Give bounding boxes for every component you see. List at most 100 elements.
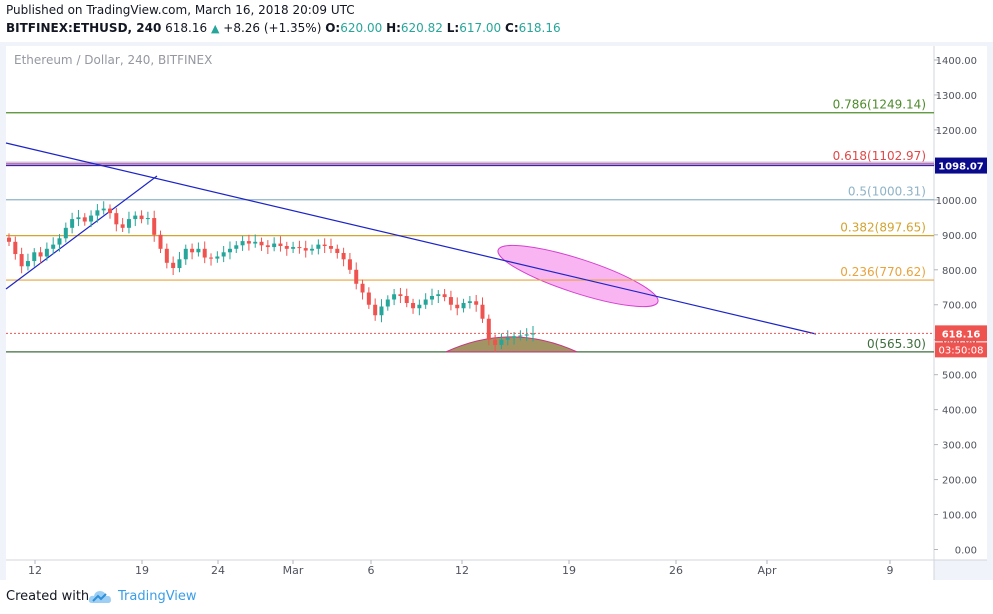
- candle-body: [190, 248, 195, 253]
- last-price: 618.16: [165, 21, 208, 35]
- ohlc-legend: BITFINEX:ETHUSD, 240 618.16 ▲ +8.26 (+1.…: [6, 21, 561, 35]
- candle-body: [512, 336, 517, 338]
- candle-body: [158, 234, 163, 249]
- price-axis[interactable]: [934, 46, 987, 560]
- candle-body: [221, 252, 226, 257]
- candle-body: [44, 248, 49, 257]
- footer-bar: Created with TradingView: [0, 580, 993, 614]
- candle-body: [253, 241, 258, 244]
- candle-body: [486, 318, 491, 340]
- published-text: Published on TradingView.com, March 16, …: [6, 3, 355, 17]
- candle-body: [316, 244, 321, 249]
- candle-body: [461, 303, 466, 309]
- candle-body: [474, 301, 479, 305]
- x-tick-label: 19: [135, 564, 149, 577]
- x-tick-label: 19: [562, 564, 576, 577]
- fib-level-label: 0.382(897.65): [840, 221, 926, 235]
- candle-body: [19, 254, 24, 267]
- fib-level-label: 0.5(1000.31): [848, 185, 926, 199]
- y-tick-label: 1200.00: [936, 126, 977, 137]
- y-tick-label: 800.00: [942, 266, 977, 277]
- fib-level-label: 0.786(1249.14): [833, 98, 926, 112]
- candle-body: [303, 248, 308, 251]
- candle-body: [379, 306, 384, 316]
- candle-body: [63, 227, 68, 239]
- candle-body: [202, 248, 207, 258]
- x-tick-label: 9: [887, 564, 894, 577]
- candle-body: [417, 304, 422, 309]
- candle-body: [183, 248, 188, 260]
- candle-body: [278, 243, 283, 247]
- candle-body: [70, 219, 75, 228]
- candle-body: [518, 335, 523, 337]
- price-change: +8.26 (+1.35%): [223, 21, 322, 35]
- y-tick-label: 0.00: [955, 546, 977, 557]
- ascending-trendline: [5, 175, 158, 290]
- countdown-badge: [935, 342, 987, 358]
- candle-body: [171, 262, 176, 269]
- candle-body: [284, 246, 289, 249]
- x-tick-label: 6: [368, 564, 375, 577]
- tradingview-logo-icon: [88, 591, 111, 603]
- fib-level-label: 0(565.30): [867, 337, 926, 351]
- candle-body: [524, 334, 529, 336]
- symbol-label[interactable]: BITFINEX:ETHUSD, 240: [6, 21, 162, 35]
- y-tick-label: 1000.00: [936, 196, 977, 207]
- candle-body: [480, 304, 485, 319]
- y-tick-label: 700.00: [942, 301, 977, 312]
- y-tick-label: 900.00: [942, 231, 977, 242]
- x-tick-label: Apr: [757, 564, 777, 577]
- candle-body: [234, 245, 239, 249]
- time-axis[interactable]: [6, 560, 934, 580]
- candle-body: [347, 259, 352, 270]
- y-tick-label: 200.00: [942, 476, 977, 487]
- up-arrow-icon: ▲: [210, 22, 220, 35]
- candle-body: [101, 208, 106, 211]
- high-label: H:: [386, 21, 401, 35]
- candle-body: [133, 215, 138, 220]
- candle-body: [196, 248, 201, 253]
- x-tick-label: Mar: [283, 564, 304, 577]
- candle-body: [404, 296, 409, 303]
- y-tick-label: 500.00: [942, 371, 977, 382]
- fib-level-label: 0.618(1102.97): [833, 149, 926, 163]
- y-tick-label: 300.00: [942, 441, 977, 452]
- candle-body: [32, 252, 37, 262]
- fib-level-label: 0.236(770.62): [840, 265, 926, 279]
- candle-body: [493, 339, 498, 345]
- tradingview-brand[interactable]: TradingView: [118, 589, 197, 604]
- candle-body: [429, 296, 434, 300]
- candle-body: [398, 294, 403, 297]
- chart-title: Ethereum / Dollar, 240, BITFINEX: [14, 53, 212, 67]
- x-tick-label: 12: [455, 564, 469, 577]
- x-tick-label: 24: [211, 564, 225, 577]
- header-bar: Published on TradingView.com, March 16, …: [0, 0, 993, 42]
- price-badge: [935, 157, 987, 174]
- open-value: 620.00: [340, 21, 383, 35]
- candle-body: [139, 215, 144, 220]
- candle-body: [145, 218, 150, 220]
- x-tick-label: 12: [28, 564, 42, 577]
- candle-body: [246, 241, 251, 244]
- price-badge: [935, 325, 987, 342]
- y-tick-label: 100.00: [942, 511, 977, 522]
- x-tick-label: 26: [669, 564, 683, 577]
- candle-body: [227, 248, 232, 253]
- candle-body: [341, 252, 346, 260]
- candle-body: [152, 218, 157, 235]
- candle-body: [505, 337, 510, 340]
- candle-body: [354, 269, 359, 284]
- candle-body: [392, 294, 397, 300]
- candle-body: [455, 304, 460, 309]
- candle-body: [373, 304, 378, 316]
- candle-body: [272, 243, 277, 248]
- candle-body: [291, 247, 296, 249]
- candle-body: [95, 210, 100, 216]
- candle-body: [38, 252, 43, 257]
- y-tick-label: 1300.00: [936, 91, 977, 102]
- highlight-ellipse: [497, 244, 659, 308]
- candle-body: [411, 303, 416, 309]
- candle-body: [442, 294, 447, 298]
- candle-body: [177, 259, 182, 269]
- price-chart[interactable]: Ethereum / Dollar, 240, BITFINEX 0.786(1…: [0, 42, 993, 580]
